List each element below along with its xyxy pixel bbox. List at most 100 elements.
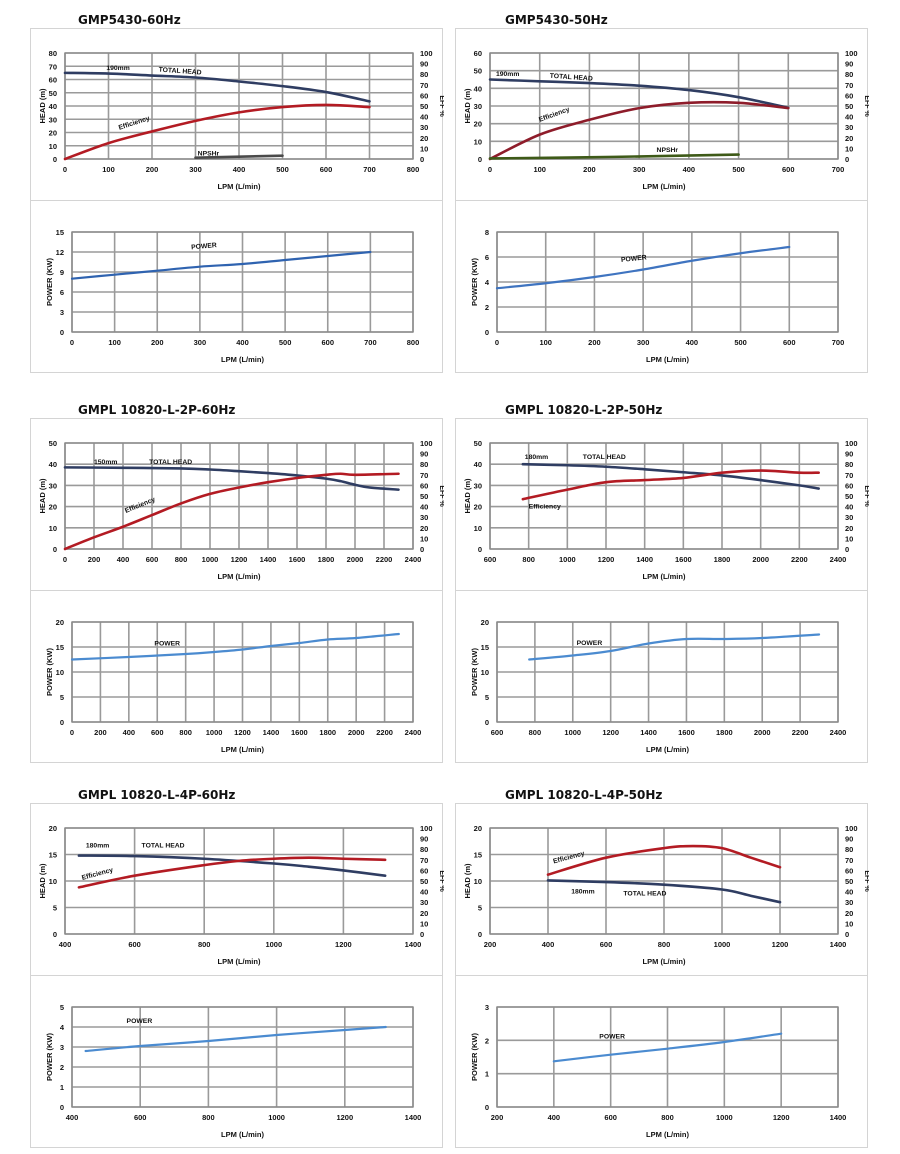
y2-tick-label: 70 — [845, 81, 853, 90]
x-tick-label: 400 — [542, 940, 555, 949]
x-tick-label: 800 — [202, 1113, 215, 1122]
y2-tick-label: 70 — [420, 471, 428, 480]
x-tick-label: 600 — [151, 728, 164, 737]
x-tick-label: 1800 — [318, 555, 335, 564]
x-tick-label: 800 — [522, 555, 535, 564]
x-tick-label: 300 — [189, 165, 202, 174]
y-axis-label: HEAD (m) — [463, 478, 472, 514]
y-tick-label: 10 — [474, 524, 482, 533]
x-tick-label: 1200 — [772, 940, 789, 949]
y-tick-label: 10 — [481, 668, 489, 677]
x-tick-label: 600 — [491, 728, 504, 737]
y-tick-label: 40 — [49, 460, 57, 469]
power-chart-svg: 0 200 400 600 800 1000 1200 1400 1600 1800 2000 220… — [45, 618, 421, 754]
y-tick-label: 0 — [60, 328, 64, 337]
x-axis-label: LPM (L/min) — [646, 745, 689, 754]
y-tick-label: 20 — [49, 503, 57, 512]
x-axis-label: LPM (L/min) — [221, 1130, 264, 1139]
chart-title: GMPL 10820-L-2P-50Hz — [505, 403, 663, 417]
y2-tick-label: 60 — [420, 866, 428, 875]
y-tick-label: 5 — [60, 693, 64, 702]
curve-annotation: POWER — [577, 640, 603, 647]
x-tick-label: 800 — [175, 555, 188, 564]
plot-frame — [496, 231, 839, 333]
curve-annotation: 190mm — [106, 65, 129, 72]
y-axis-label: POWER (KW) — [470, 648, 479, 696]
y-tick-label: 1 — [485, 1070, 489, 1079]
y2-tick-label: 90 — [845, 835, 853, 844]
curve-annotation: POWER — [191, 242, 217, 251]
x-tick-label: 1400 — [830, 1113, 847, 1122]
y2-tick-label: 20 — [845, 134, 853, 143]
curve-annotation: TOTAL HEAD — [142, 843, 185, 850]
y2-tick-label: 90 — [420, 450, 428, 459]
y-tick-label: 15 — [56, 643, 64, 652]
y2-tick-label: 0 — [420, 930, 424, 939]
y2-axis-label: EFF % — [863, 95, 869, 117]
x-tick-label: 200 — [88, 555, 101, 564]
y2-tick-label: 80 — [420, 70, 428, 79]
y-tick-label: 10 — [474, 137, 482, 146]
series-line-efficiency — [77, 856, 387, 889]
series-line-efficiency — [488, 100, 790, 161]
x-tick-label: 800 — [661, 1113, 674, 1122]
gridlines — [71, 231, 414, 333]
y-tick-label: 2 — [485, 303, 489, 312]
series-line-total-head — [77, 854, 387, 877]
y-tick-label: 15 — [49, 851, 57, 860]
y-tick-label: 50 — [49, 89, 57, 98]
x-axis-label: LPM (L/min) — [643, 182, 686, 191]
x-tick-label: 500 — [279, 338, 292, 347]
curve-annotation: Efficiency — [553, 850, 586, 865]
y-axis-label: HEAD (m) — [38, 863, 47, 899]
y2-tick-label: 60 — [845, 481, 853, 490]
x-axis-label: LPM (L/min) — [218, 572, 261, 581]
x-tick-label: 600 — [128, 940, 141, 949]
y2-tick-label: 70 — [845, 856, 853, 865]
x-tick-label: 1400 — [640, 728, 657, 737]
x-tick-label: 800 — [198, 940, 211, 949]
y-tick-label: 0 — [485, 328, 489, 337]
y-tick-label: 10 — [474, 877, 482, 886]
y-tick-label: 60 — [49, 76, 57, 85]
x-tick-label: 1800 — [319, 728, 336, 737]
curve-annotation: TOTAL HEAD — [623, 890, 666, 897]
y2-tick-label: 100 — [845, 439, 858, 448]
y-tick-label: 20 — [49, 129, 57, 138]
power-chart-svg: 600 800 1000 1200 1400 1600 1800 2000 2200 2400 0 5… — [470, 618, 846, 754]
curve-annotation: TOTAL HEAD — [583, 454, 626, 461]
x-tick-label: 600 — [146, 555, 159, 564]
chart-title: GMP5430-60Hz — [78, 13, 181, 27]
curve-annotation: POWER — [127, 1018, 153, 1025]
x-tick-label: 2000 — [347, 555, 364, 564]
y-tick-label: 20 — [56, 618, 64, 627]
series-line-total-head — [488, 78, 790, 110]
x-tick-label: 2000 — [348, 728, 365, 737]
x-tick-label: 1800 — [716, 728, 733, 737]
x-tick-label: 2200 — [376, 555, 393, 564]
x-tick-label: 0 — [70, 728, 74, 737]
series-line-npshr — [488, 153, 740, 160]
y-axis-label: HEAD (m) — [38, 478, 47, 514]
x-tick-label: 200 — [583, 165, 596, 174]
y2-tick-label: 100 — [420, 824, 433, 833]
y-tick-label: 70 — [49, 62, 57, 71]
series-line-npshr — [194, 154, 284, 159]
curve-annotation: Efficiency — [118, 115, 151, 132]
x-tick-label: 0 — [495, 338, 499, 347]
y-tick-label: 30 — [474, 102, 482, 111]
curve-annotation: NPSHr — [198, 151, 220, 158]
y2-tick-label: 10 — [420, 919, 428, 928]
head-chart-svg: 200 400 600 800 1000 1200 14000510152001020304… — [463, 824, 870, 966]
x-tick-label: 700 — [832, 338, 845, 347]
y2-tick-label: 30 — [420, 123, 428, 132]
head-chart-svg: 400 600 800 1000 1200 14000510152001020304050… — [38, 824, 445, 966]
y2-tick-label: 10 — [845, 534, 853, 543]
y2-tick-label: 0 — [845, 155, 849, 164]
y2-tick-label: 80 — [420, 845, 428, 854]
y2-tick-label: 20 — [845, 524, 853, 533]
x-tick-label: 1000 — [265, 940, 282, 949]
gridlines — [71, 1006, 414, 1108]
x-tick-label: 400 — [683, 165, 696, 174]
head-efficiency-chart: 600 800 1000 1200 1400 1600 1800 2000 2200 2400 0 1… — [455, 418, 870, 591]
